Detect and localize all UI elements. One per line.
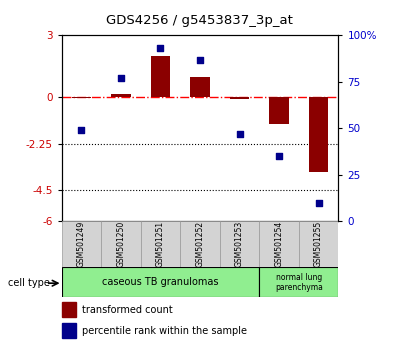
Text: cell type: cell type xyxy=(8,278,50,288)
Bar xyxy=(111,94,131,97)
Point xyxy=(78,127,85,133)
Text: GSM501255: GSM501255 xyxy=(314,221,323,267)
Bar xyxy=(230,97,250,99)
Text: transformed count: transformed count xyxy=(82,305,172,315)
Text: normal lung
parenchyma: normal lung parenchyma xyxy=(275,273,323,292)
Bar xyxy=(220,221,259,267)
Bar xyxy=(259,221,299,267)
Text: GSM501252: GSM501252 xyxy=(195,221,205,267)
Bar xyxy=(62,267,259,297)
Point xyxy=(236,131,243,137)
Bar xyxy=(299,221,338,267)
Text: GSM501253: GSM501253 xyxy=(235,221,244,267)
Bar xyxy=(180,221,220,267)
Bar xyxy=(72,97,91,98)
Text: GSM501251: GSM501251 xyxy=(156,221,165,267)
Bar xyxy=(101,221,141,267)
Text: GDS4256 / g5453837_3p_at: GDS4256 / g5453837_3p_at xyxy=(105,14,293,27)
Point xyxy=(197,57,203,62)
Bar xyxy=(259,267,338,297)
Bar xyxy=(190,77,210,97)
Text: percentile rank within the sample: percentile rank within the sample xyxy=(82,326,247,336)
Point xyxy=(276,153,282,159)
Point xyxy=(118,75,124,81)
Text: GSM501249: GSM501249 xyxy=(77,221,86,267)
Bar xyxy=(150,56,170,97)
Bar xyxy=(269,97,289,124)
Point xyxy=(315,200,322,205)
Text: GSM501254: GSM501254 xyxy=(275,221,283,267)
Point xyxy=(157,46,164,51)
Text: caseous TB granulomas: caseous TB granulomas xyxy=(102,277,219,287)
Bar xyxy=(141,221,180,267)
Bar xyxy=(62,221,101,267)
Text: GSM501250: GSM501250 xyxy=(117,221,125,267)
Bar xyxy=(309,97,328,172)
